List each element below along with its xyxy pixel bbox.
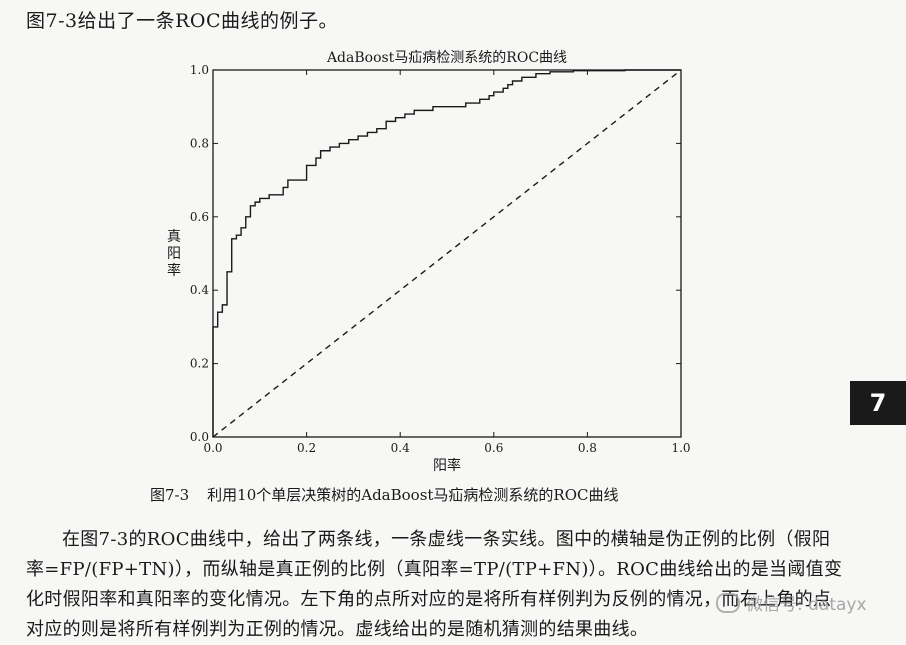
series-group <box>212 69 682 438</box>
figure-caption: 图7-3 利用10个单层决策树的AdaBoost马疝病检测系统的ROC曲线 <box>150 484 619 505</box>
roc-chart: AdaBoost马疝病检测系统的ROC曲线 0.0 0.2 0.4 0.6 0.8 1.0… <box>167 50 691 474</box>
roc-chart-svg: AdaBoost马疝病检测系统的ROC曲线 0.0 0.2 0.4 0.6 0.8 1.0… <box>167 50 691 474</box>
caption-number: 图7-3 <box>150 486 190 504</box>
x-tick-label: 0.6 <box>484 441 503 455</box>
y-tick-label: 0.4 <box>190 283 209 297</box>
chart-title: AdaBoost马疝病检测系统的ROC曲线 <box>326 50 567 66</box>
y-axis-label: 真阳率 <box>167 229 181 279</box>
y-tick-label: 0.0 <box>190 430 209 444</box>
caption-text: 利用10个单层决策树的AdaBoost马疝病检测系统的ROC曲线 <box>207 486 619 504</box>
y-tick-label: 0.2 <box>190 357 209 371</box>
x-tick-label: 0.8 <box>578 441 597 455</box>
x-axis-label: 阳率 <box>433 457 461 474</box>
y-tick-label: 0.8 <box>190 136 209 150</box>
x-tick-label: 1.0 <box>671 441 690 455</box>
intro-text: 图7-3给出了一条ROC曲线的例子。 <box>26 10 339 32</box>
plot-frame <box>212 69 682 438</box>
y-axis-label-group: 真阳率 <box>167 229 181 279</box>
y-tick-label: 1.0 <box>190 63 209 77</box>
y-tick-label: 0.6 <box>190 210 209 224</box>
wechat-icon <box>716 593 740 613</box>
x-tick-label: 0.0 <box>203 441 222 455</box>
random-guess-dashed-line <box>212 69 682 438</box>
watermark: 微信号: datayx <box>716 590 867 615</box>
body-paragraph: 在图7-3的ROC曲线中，给出了两条线，一条虚线一条实线。图中的横轴是伪正例的比… <box>26 529 843 640</box>
roc-curve-line <box>212 69 681 437</box>
x-tick-label: 0.2 <box>297 441 316 455</box>
watermark-text: 微信号: datayx <box>746 595 867 615</box>
chapter-tab: 7 <box>850 381 906 425</box>
x-tick-label: 0.4 <box>391 441 410 455</box>
axis-ticks: 0.0 0.2 0.4 0.6 0.8 1.0 0.0 0.2 0.4 0.6 0.8 1.0 <box>190 63 691 455</box>
